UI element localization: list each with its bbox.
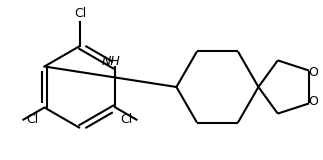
Text: O: O <box>308 66 318 79</box>
Text: O: O <box>308 95 318 108</box>
Text: NH: NH <box>102 55 121 68</box>
Text: Cl: Cl <box>26 113 38 126</box>
Text: Cl: Cl <box>74 7 86 20</box>
Text: Cl: Cl <box>120 113 133 126</box>
